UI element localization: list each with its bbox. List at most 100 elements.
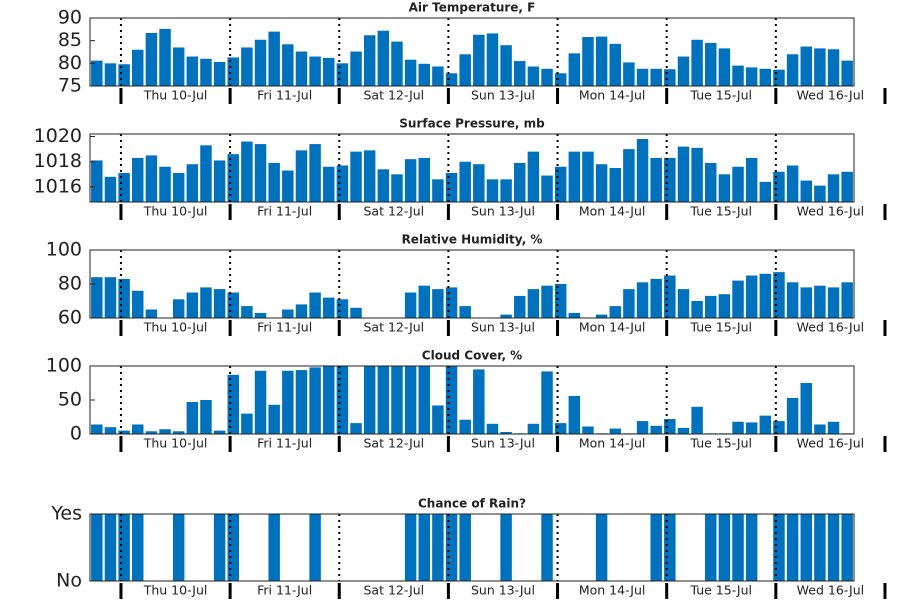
- bar: [132, 424, 144, 434]
- bar: [172, 514, 185, 581]
- bar: [650, 68, 662, 86]
- x-tick-label: Fri 11-Jul: [257, 436, 312, 451]
- bar: [418, 285, 430, 318]
- bar: [213, 160, 226, 202]
- bar: [745, 67, 758, 86]
- x-tick-label: Sat 12-Jul: [363, 88, 424, 103]
- bar: [705, 295, 717, 318]
- bar: [459, 306, 471, 318]
- bar: [104, 427, 117, 434]
- bar: [473, 369, 485, 434]
- bar: [145, 431, 158, 434]
- bar: [459, 419, 471, 434]
- x-tick-label: Sun 13-Jul: [471, 204, 535, 219]
- bar: [459, 54, 471, 86]
- bar: [404, 292, 417, 318]
- x-tick-label: Tue 15-Jul: [689, 436, 752, 451]
- bar: [786, 282, 799, 318]
- bar: [200, 287, 212, 318]
- bar: [172, 47, 185, 86]
- bar: [541, 68, 553, 86]
- bar: [91, 514, 103, 581]
- bar: [745, 422, 758, 434]
- bar: [118, 514, 130, 581]
- bar: [350, 51, 362, 86]
- bar: [595, 514, 608, 581]
- bar: [500, 179, 512, 202]
- bar: [295, 370, 308, 434]
- bar: [350, 151, 362, 202]
- bar: [677, 427, 690, 434]
- bar: [786, 165, 799, 202]
- bar: [445, 173, 458, 202]
- y-tick-label: No: [56, 570, 82, 592]
- bar: [841, 514, 853, 581]
- bar: [636, 282, 649, 318]
- bar: [213, 61, 226, 86]
- bar: [336, 63, 349, 86]
- bar: [91, 277, 103, 318]
- bar: [268, 514, 280, 581]
- bar: [282, 370, 294, 434]
- bar: [541, 175, 553, 202]
- bar: [118, 64, 130, 86]
- bar: [814, 285, 826, 318]
- bar: [568, 53, 581, 86]
- bar: [814, 48, 826, 86]
- bar: [718, 514, 731, 581]
- bar: [691, 301, 703, 318]
- bar: [391, 174, 403, 202]
- x-tick-label: Mon 14-Jul: [579, 583, 646, 598]
- bar: [786, 397, 799, 434]
- bar: [104, 514, 117, 581]
- bar: [745, 275, 758, 318]
- bar: [623, 62, 635, 86]
- bar: [514, 162, 526, 202]
- bar: [773, 514, 785, 581]
- bar: [200, 145, 212, 202]
- bar: [295, 304, 308, 318]
- bar: [541, 285, 553, 318]
- bar: [254, 144, 267, 202]
- x-tick-label: Mon 14-Jul: [579, 88, 646, 103]
- bar: [514, 295, 526, 318]
- y-tick-label: 85: [58, 29, 82, 51]
- bar: [636, 421, 649, 434]
- bar: [404, 366, 417, 434]
- bar: [473, 164, 485, 202]
- bar: [227, 514, 239, 581]
- bar: [432, 405, 444, 434]
- bar: [282, 170, 294, 202]
- y-tick-label: 75: [58, 75, 82, 97]
- x-tick-label: Sat 12-Jul: [363, 204, 424, 219]
- bar: [773, 171, 785, 202]
- bar: [159, 166, 171, 202]
- bar: [568, 151, 581, 202]
- bar: [500, 45, 512, 86]
- x-tick-label: Sun 13-Jul: [471, 88, 535, 103]
- bar: [254, 312, 267, 318]
- bar: [732, 166, 744, 202]
- bar: [582, 37, 594, 86]
- x-tick-label: Thu 10-Jul: [143, 583, 208, 598]
- bar: [363, 35, 376, 86]
- bar: [554, 73, 567, 86]
- bar: [827, 49, 840, 86]
- bar: [773, 272, 785, 318]
- bar: [800, 383, 812, 434]
- bar: [268, 162, 280, 202]
- bar: [650, 514, 662, 581]
- bar: [282, 44, 294, 86]
- bar: [391, 41, 403, 86]
- bar: [718, 174, 731, 202]
- bar: [705, 162, 717, 202]
- bar: [773, 421, 785, 434]
- bar: [554, 284, 567, 318]
- bar: [186, 292, 199, 318]
- bar: [323, 366, 335, 434]
- bar: [609, 168, 621, 202]
- chart-title: Relative Humidity, %: [402, 233, 543, 247]
- x-tick-label: Mon 14-Jul: [579, 204, 646, 219]
- bar: [473, 34, 485, 86]
- x-tick-label: Sat 12-Jul: [363, 320, 424, 335]
